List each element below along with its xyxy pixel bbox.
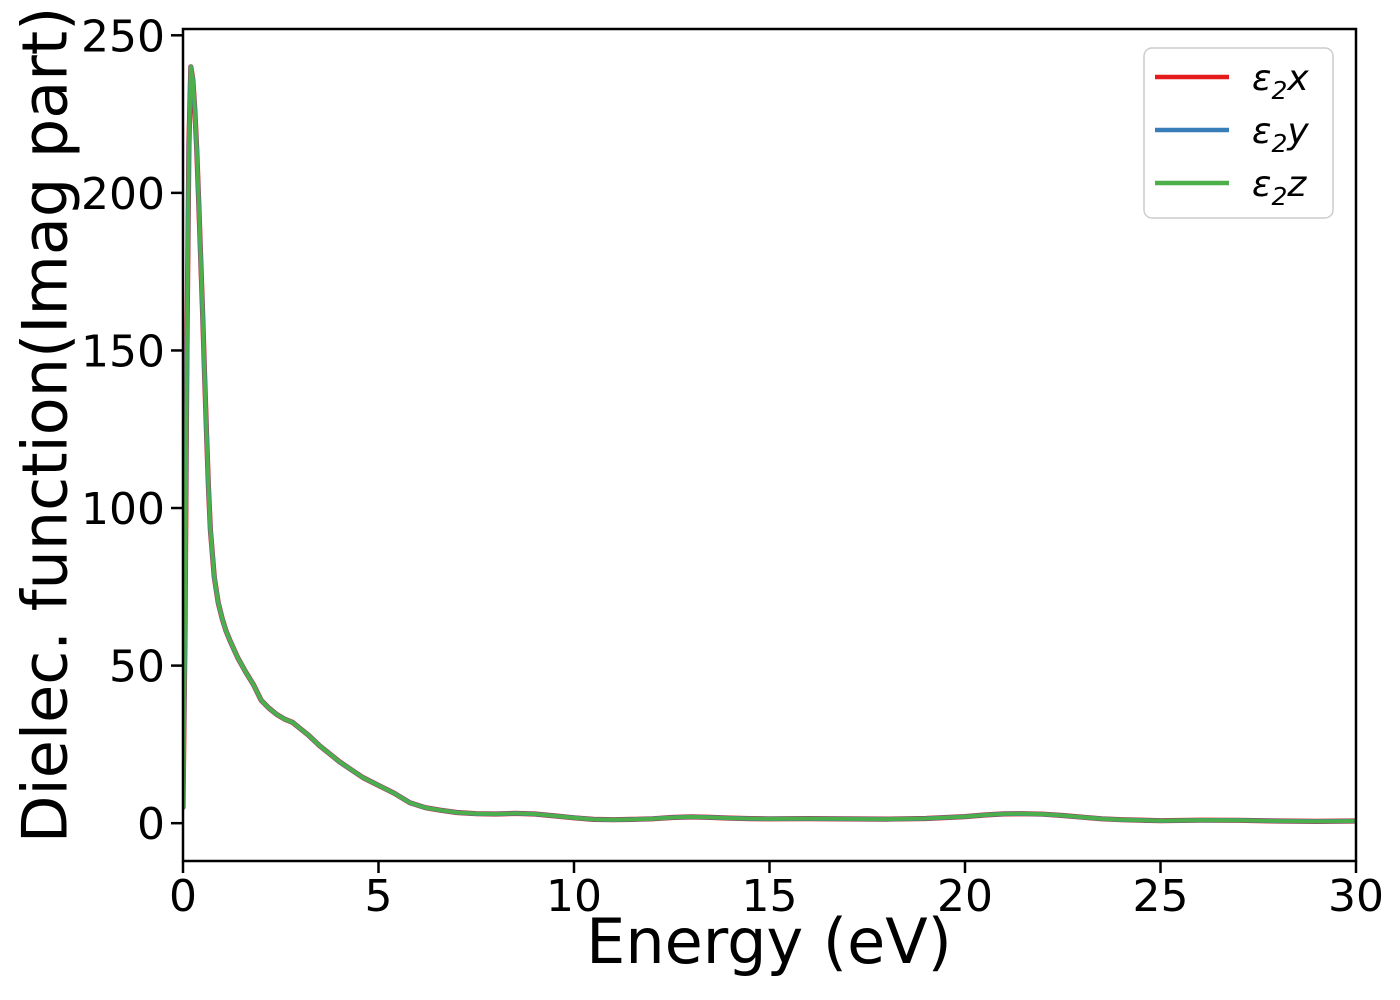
legend-label-eps2z: ε2z — [1252, 164, 1307, 211]
x-axis-label: Energy (eV) — [586, 905, 952, 978]
y-axis-label: Dielec. function(Imag part) — [8, 6, 82, 844]
x-tick-label: 15 — [742, 871, 798, 922]
y-tick-label: 200 — [81, 169, 165, 220]
y-tick-label: 50 — [109, 642, 165, 693]
y-tick-label: 150 — [81, 326, 165, 377]
legend-label-eps2x: ε2x — [1252, 58, 1309, 105]
x-tick-label: 10 — [546, 871, 602, 922]
y-tick-label: 0 — [137, 799, 165, 850]
series-line-eps2z — [183, 64, 1356, 824]
x-tick-label: 25 — [1133, 871, 1189, 922]
x-tick-label: 30 — [1328, 871, 1384, 922]
x-tick-label: 5 — [365, 871, 393, 922]
y-tick-label: 250 — [81, 11, 165, 62]
x-tick-label: 20 — [937, 871, 993, 922]
y-tick-label: 100 — [81, 484, 165, 535]
legend-box — [1143, 47, 1334, 219]
x-tick-label: 0 — [169, 871, 197, 922]
axes-spines — [181, 27, 1358, 863]
legend-label-eps2y: ε2y — [1252, 111, 1309, 158]
